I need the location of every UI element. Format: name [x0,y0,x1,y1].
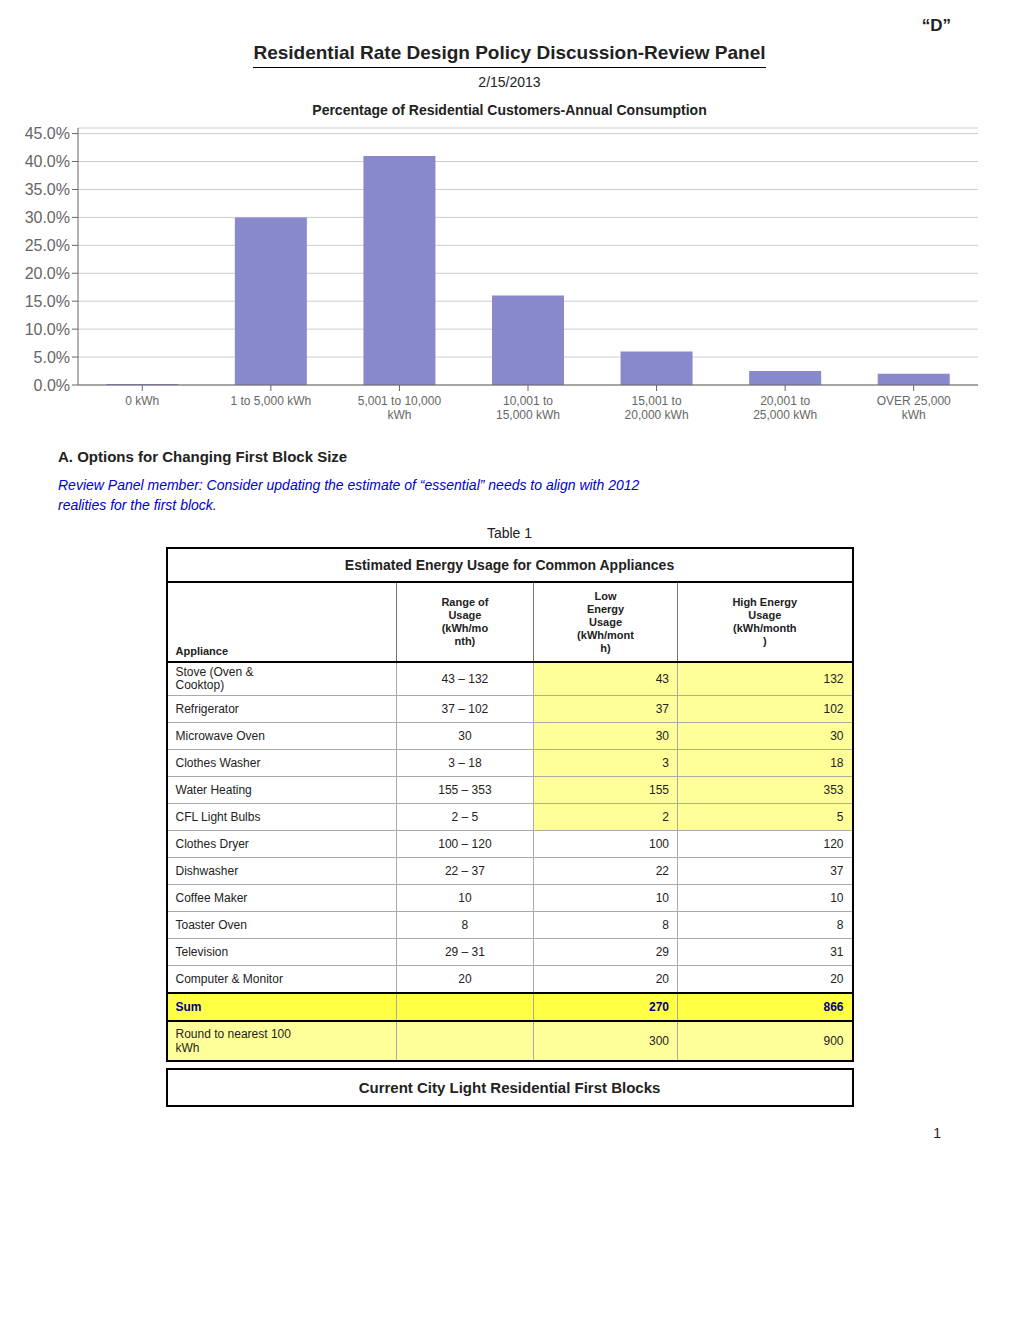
html-text:Coffee Maker: Coffee Maker [175,890,248,905]
html-text:Estimated Energy Usage for Com: Estimated Energy Usage for Common Applia… [344,557,675,573]
html-text:8: 8 [461,917,469,932]
html-text:300: 300 [649,1034,669,1048]
html-text:20: 20 [655,971,669,986]
svg-text:25.0%: 25.0% [25,237,70,254]
html-text:30: 30 [655,728,669,743]
html-text:Sum: Sum [175,1000,202,1014]
html-text:43: 43 [655,671,669,686]
html-text:Table 1: Table 1 [486,525,533,541]
svg-text:15,001 to20,000 kWh: 15,001 to20,000 kWh [625,394,689,422]
html-text:132: 132 [823,671,844,686]
html-text:Range of Usage (kWh/mo nth): Range of Usage (kWh/mo nth) [441,596,489,647]
html-text:Low Energy Usage (kWh/mont h): Low Energy Usage (kWh/mont h) [577,589,634,654]
html-text:120: 120 [823,836,844,851]
html-text:29: 29 [655,944,669,959]
html-text:900: 900 [823,1034,844,1048]
html-text:Dishwasher: Dishwasher [175,863,239,878]
html-text:43 – 132: 43 – 132 [441,671,489,686]
html-text:22: 22 [655,863,669,878]
svg-text:10.0%: 10.0% [25,321,70,338]
html-text:10: 10 [830,890,844,905]
html-text:30: 30 [458,728,472,743]
html-text:100: 100 [649,836,669,851]
svg-text:10,001 to15,000 kWh: 10,001 to15,000 kWh [496,394,560,422]
html-text:37 – 102: 37 – 102 [441,701,489,716]
svg-text:45.0%: 45.0% [25,125,70,142]
svg-text:0.0%: 0.0% [34,377,70,394]
svg-text:20.0%: 20.0% [25,265,70,282]
html-text:Stove (Oven & Cooktop): Stove (Oven & Cooktop) [175,665,254,692]
html-text:Refrigerator: Refrigerator [175,701,239,716]
html-text:Appliance: Appliance [175,645,229,657]
html-text:20: 20 [830,971,844,986]
svg-text:5,001 to 10,000kWh: 5,001 to 10,000kWh [358,394,442,422]
html-text:Television: Television [175,944,229,959]
html-text:Residential Rate Design Policy: Residential Rate Design Policy Discussio… [253,42,766,63]
html-text:Microwave Oven: Microwave Oven [175,728,265,743]
svg-text:15.0%: 15.0% [25,293,70,310]
html-text:155: 155 [649,782,669,797]
html-text:CFL Light Bulbs: CFL Light Bulbs [175,809,261,824]
html-text:Toaster Oven: Toaster Oven [175,917,247,932]
html-text:Percentage of Residential Cust: Percentage of Residential Customers-Annu… [312,102,707,118]
html-text:10: 10 [655,890,669,905]
html-text:Review Panel member: Consider: Review Panel member: Consider updating t… [58,477,640,493]
html-text:22 – 37: 22 – 37 [444,863,485,878]
html-text:8: 8 [662,917,669,932]
html-text:Round to nearest 100 kWh: Round to nearest 100 kWh [175,1027,291,1055]
html-text:29 – 31: 29 – 31 [444,944,485,959]
html-text:20: 20 [458,971,472,986]
html-text:3 – 18: 3 – 18 [448,755,482,770]
html-text:Clothes Washer: Clothes Washer [175,755,261,770]
html-text:100 – 120: 100 – 120 [438,836,492,851]
html-text:37: 37 [830,863,844,878]
svg-text:1 to 5,000 kWh: 1 to 5,000 kWh [230,394,311,408]
html-text:18: 18 [830,755,844,770]
svg-text:OVER 25,000kWh: OVER 25,000kWh [877,394,951,422]
html-text:31: 31 [830,944,844,959]
html-text:10: 10 [458,890,472,905]
svg-text:0 kWh: 0 kWh [125,394,159,408]
html-text:“D”: “D” [921,16,951,35]
html-text:Current City Light Residential: Current City Light Residential First Blo… [358,1079,661,1096]
svg-text:20,001 to25,000 kWh: 20,001 to25,000 kWh [753,394,817,422]
html-text:1: 1 [933,1125,941,1141]
html-text:High Energy Usage (kWh/month ): High Energy Usage (kWh/month ) [732,596,798,647]
html-text:A. Options for Changing First: A. Options for Changing First Block Size [58,448,348,465]
html-text:155 – 353: 155 – 353 [438,782,492,797]
html-text:353: 353 [823,782,844,797]
html-text:102: 102 [823,701,844,716]
html-text:8: 8 [836,917,844,932]
html-text:30: 30 [830,728,844,743]
html-text:2 – 5: 2 – 5 [451,809,479,824]
svg-text:40.0%: 40.0% [25,153,70,170]
html-text:270: 270 [649,1000,669,1014]
html-text:866: 866 [823,1000,844,1014]
html-text:realities for the first block.: realities for the first block. [58,497,217,513]
html-text:37: 37 [655,701,669,716]
html-text:3: 3 [662,755,669,770]
svg-text:35.0%: 35.0% [25,181,70,198]
html-text:Computer & Monitor: Computer & Monitor [175,971,283,986]
svg-text:30.0%: 30.0% [25,209,70,226]
html-text:2: 2 [662,809,669,824]
html-text:Water Heating: Water Heating [175,782,252,797]
svg-text:5.0%: 5.0% [34,349,70,366]
html-text:5: 5 [836,809,844,824]
html-text:2/15/2013: 2/15/2013 [478,74,541,90]
html-text:Clothes Dryer: Clothes Dryer [175,836,249,851]
